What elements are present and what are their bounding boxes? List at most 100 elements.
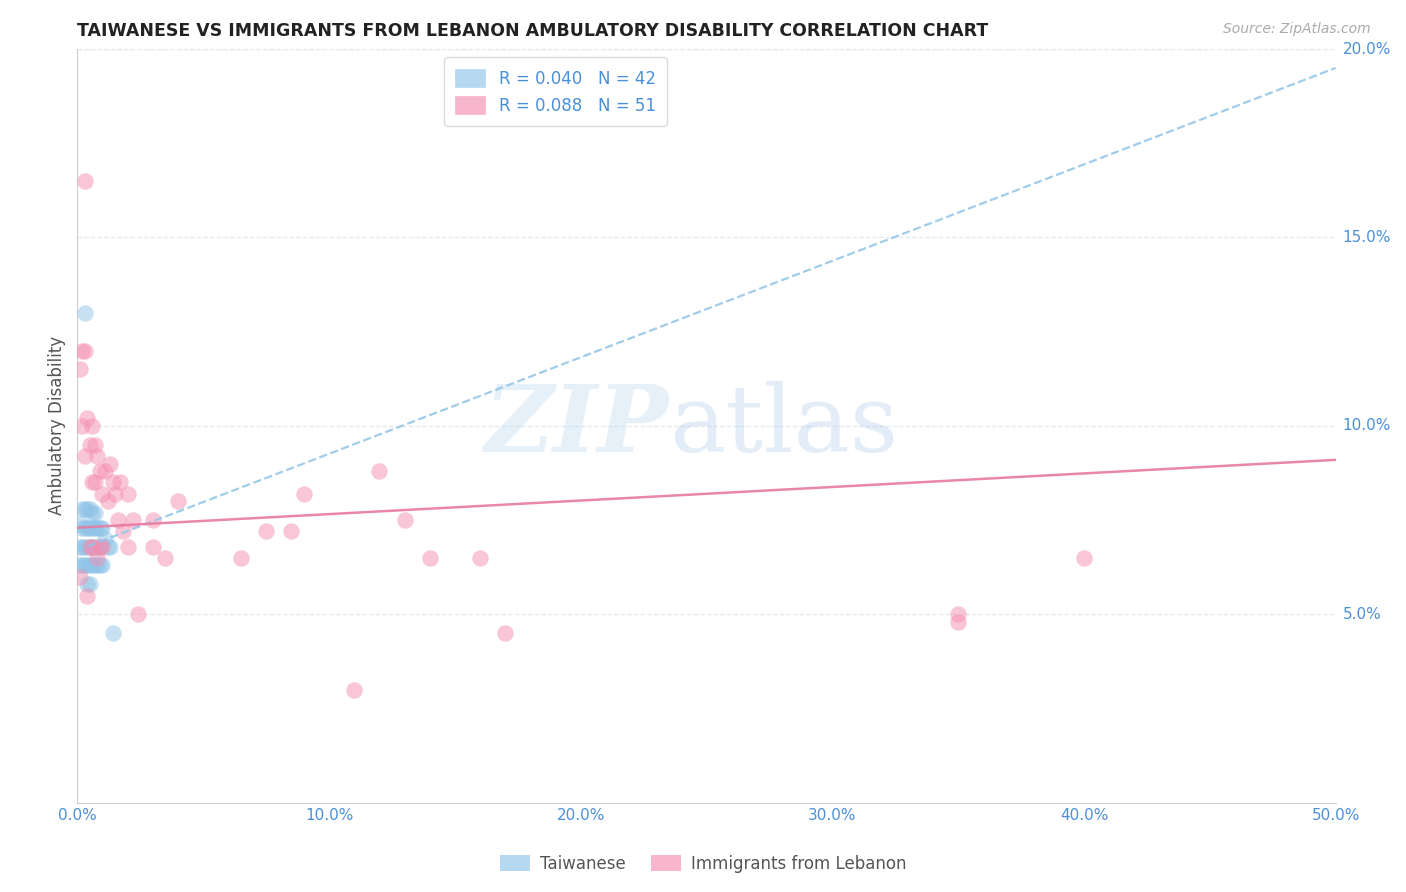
Point [280,524,302,539]
Point [76,540,98,554]
Text: TAIWANESE VS IMMIGRANTS FROM LEBANON AMBULATORY DISABILITY CORRELATION CHART: TAIWANESE VS IMMIGRANTS FROM LEBANON AMB… [77,22,988,40]
Point [104,487,127,501]
Point [79,438,101,452]
Point [254,524,277,539]
Text: Source: ZipAtlas.com: Source: ZipAtlas.com [1223,22,1371,37]
Point [73,521,96,535]
Point [91,521,114,535]
Point [89,464,111,478]
Point [69,570,91,584]
Point [76,589,98,603]
Point [494,626,516,640]
Point [73,558,96,573]
Point [343,682,366,697]
Point [82,558,104,573]
Point [86,540,108,554]
Point [229,550,252,565]
Point [72,558,94,573]
Point [91,540,114,554]
Point [69,558,91,573]
Point [76,577,98,591]
Point [79,501,101,516]
Point [292,487,315,501]
Point [73,174,96,188]
Text: atlas: atlas [669,381,898,471]
Point [98,540,121,554]
Point [84,475,107,490]
Point [69,516,91,531]
Point [76,411,98,425]
Point [84,506,107,520]
Text: 10.0%: 10.0% [1343,418,1391,434]
Point [89,558,111,573]
Text: ZIP: ZIP [485,381,669,471]
Point [948,615,970,629]
Point [79,577,101,591]
Point [84,558,107,573]
Point [948,607,970,622]
Legend: Taiwanese, Immigrants from Lebanon: Taiwanese, Immigrants from Lebanon [494,848,912,880]
Point [73,306,96,320]
Point [89,521,111,535]
Text: 15.0%: 15.0% [1343,230,1391,245]
Point [79,540,101,554]
Point [89,540,111,554]
Point [101,475,124,490]
Point [394,513,416,527]
Point [82,506,104,520]
Point [79,558,101,573]
Point [73,449,96,463]
Point [117,540,139,554]
Point [127,607,149,622]
Point [94,464,117,478]
Point [73,501,96,516]
Point [91,558,114,573]
Point [72,419,94,434]
Point [101,626,124,640]
Point [73,343,96,358]
Point [91,487,114,501]
Point [76,521,98,535]
Point [167,494,190,508]
Point [155,550,177,565]
Point [84,438,107,452]
Point [76,558,98,573]
Point [107,513,129,527]
Point [468,550,491,565]
Point [98,457,121,471]
Point [86,558,108,573]
Point [117,487,139,501]
Point [76,501,98,516]
Point [72,521,94,535]
Point [79,521,101,535]
Point [69,362,91,376]
Point [82,419,104,434]
Point [142,513,165,527]
Point [111,524,134,539]
Point [96,540,118,554]
Y-axis label: Ambulatory Disability: Ambulatory Disability [48,336,66,516]
Point [82,540,104,554]
Point [96,494,118,508]
Text: 20.0%: 20.0% [1343,42,1391,56]
Point [79,540,101,554]
Point [368,464,391,478]
Point [72,343,94,358]
Point [82,475,104,490]
Point [86,550,108,565]
Point [94,532,117,546]
Text: 5.0%: 5.0% [1343,607,1382,622]
Point [84,521,107,535]
Point [89,540,111,554]
Point [1073,550,1095,565]
Point [86,449,108,463]
Point [73,540,96,554]
Point [72,540,94,554]
Point [72,501,94,516]
Point [69,540,91,554]
Point [108,475,131,490]
Point [86,521,108,535]
Point [82,540,104,554]
Legend: R = 0.040   N = 42, R = 0.088   N = 51: R = 0.040 N = 42, R = 0.088 N = 51 [444,57,668,127]
Point [419,550,441,565]
